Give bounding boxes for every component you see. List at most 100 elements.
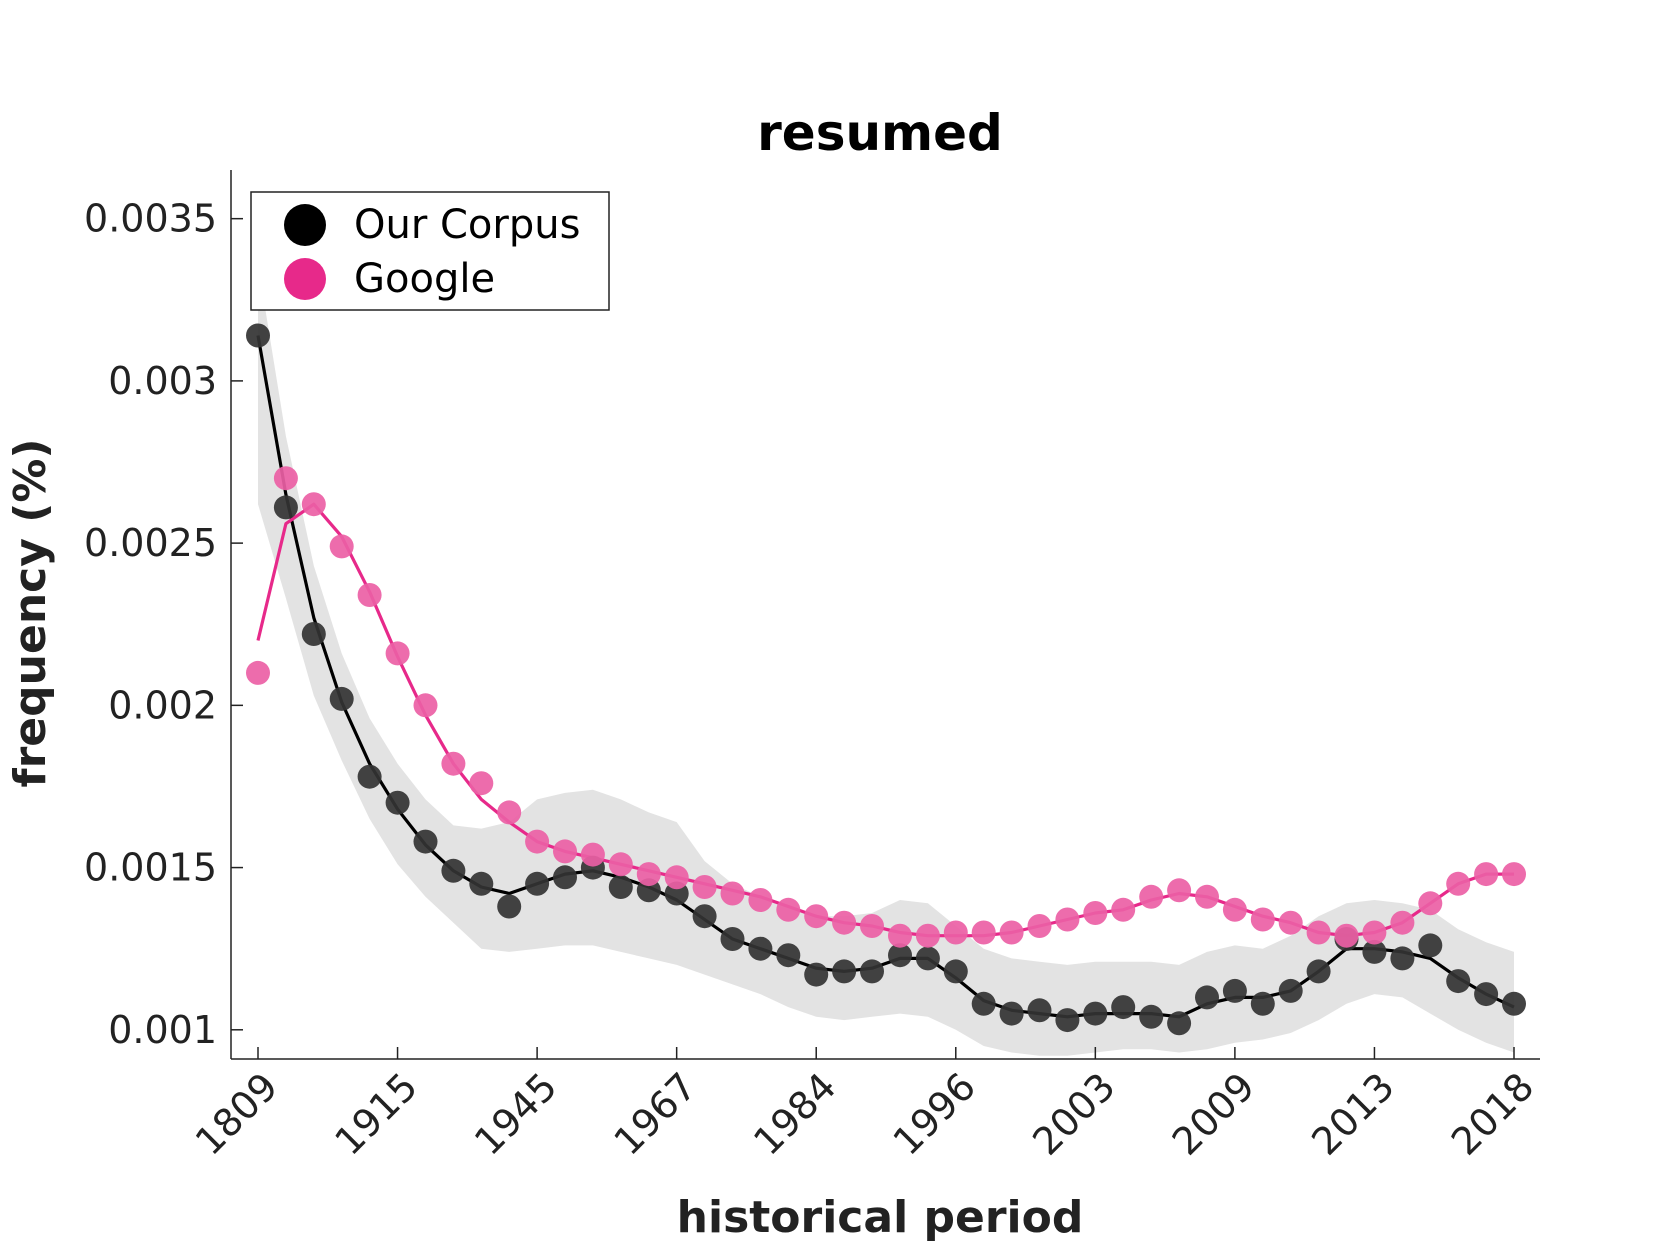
data-point-google bbox=[608, 852, 633, 877]
data-point-google bbox=[748, 888, 773, 912]
data-point-our-corpus bbox=[1418, 933, 1443, 958]
data-point-our-corpus bbox=[1390, 946, 1415, 971]
data-point-google bbox=[1083, 901, 1108, 925]
data-point-our-corpus bbox=[860, 959, 884, 984]
data-point-google bbox=[1390, 910, 1415, 935]
x-axis-label: historical period bbox=[677, 1192, 1084, 1243]
data-point-our-corpus bbox=[1083, 1001, 1108, 1026]
data-point-our-corpus bbox=[888, 943, 912, 968]
data-point-google bbox=[441, 751, 466, 776]
data-point-google bbox=[580, 842, 605, 867]
series-line-google bbox=[256, 502, 1514, 938]
legend-label-our-corpus: Our Corpus bbox=[354, 202, 580, 248]
data-point-google bbox=[1474, 862, 1499, 887]
data-point-our-corpus bbox=[1167, 1011, 1192, 1036]
data-point-google bbox=[1167, 878, 1192, 903]
y-tick-label: 0.0035 bbox=[84, 197, 217, 241]
data-point-google bbox=[1027, 914, 1052, 938]
data-point-google bbox=[1306, 920, 1331, 945]
legend-label-google: Google bbox=[354, 256, 495, 302]
data-point-our-corpus bbox=[692, 904, 717, 929]
data-point-google bbox=[273, 466, 298, 491]
legend: Our Corpus Google bbox=[250, 191, 610, 311]
y-axis-label: frequency (%) bbox=[5, 438, 56, 787]
data-point-our-corpus bbox=[301, 622, 326, 646]
data-point-our-corpus bbox=[1027, 998, 1052, 1023]
data-point-our-corpus bbox=[1474, 982, 1499, 1007]
data-point-our-corpus bbox=[329, 686, 354, 711]
data-point-our-corpus bbox=[804, 962, 829, 987]
data-point-google bbox=[1446, 871, 1471, 896]
data-point-google bbox=[246, 660, 270, 685]
data-point-google bbox=[553, 839, 577, 864]
data-point-our-corpus bbox=[720, 927, 745, 951]
y-tick-label: 0.003 bbox=[108, 359, 217, 403]
data-point-our-corpus bbox=[1222, 978, 1247, 1003]
data-point-our-corpus bbox=[748, 936, 773, 961]
data-point-google bbox=[1222, 897, 1247, 922]
data-point-google bbox=[413, 693, 438, 718]
data-point-our-corpus bbox=[1055, 1008, 1080, 1033]
data-point-our-corpus bbox=[385, 790, 410, 815]
data-point-google bbox=[720, 881, 745, 906]
x-tick-label: 2018 bbox=[1443, 1064, 1543, 1164]
x-tick-label: 2009 bbox=[1164, 1064, 1264, 1164]
data-point-google bbox=[664, 865, 689, 890]
data-point-our-corpus bbox=[246, 323, 270, 348]
data-point-google bbox=[776, 897, 801, 922]
data-point-google bbox=[832, 910, 857, 935]
y-tick-label: 0.0015 bbox=[84, 846, 217, 890]
chart-title: resumed bbox=[757, 104, 1003, 162]
data-point-our-corpus bbox=[1502, 991, 1526, 1016]
data-point-google bbox=[1502, 862, 1526, 887]
data-point-our-corpus bbox=[915, 946, 940, 971]
x-tick-label: 1809 bbox=[187, 1064, 287, 1164]
data-point-google bbox=[915, 923, 940, 948]
data-point-our-corpus bbox=[1362, 939, 1387, 964]
data-point-our-corpus bbox=[1250, 991, 1275, 1016]
data-point-our-corpus bbox=[608, 875, 633, 899]
data-point-google bbox=[888, 923, 912, 948]
x-tick-label: 1996 bbox=[885, 1064, 985, 1164]
line-layer bbox=[256, 335, 1515, 1019]
data-point-google bbox=[385, 641, 410, 666]
x-tick-label: 1945 bbox=[466, 1064, 566, 1164]
data-point-our-corpus bbox=[525, 871, 550, 896]
data-point-google bbox=[1362, 920, 1387, 945]
data-point-our-corpus bbox=[357, 764, 382, 789]
data-point-google bbox=[943, 920, 968, 945]
data-point-google bbox=[1195, 884, 1219, 909]
data-point-our-corpus bbox=[971, 991, 996, 1016]
data-point-our-corpus bbox=[1139, 1004, 1164, 1029]
data-point-google bbox=[357, 583, 382, 607]
data-point-our-corpus bbox=[832, 959, 857, 984]
data-point-google bbox=[1055, 907, 1080, 932]
x-tick-label: 2003 bbox=[1024, 1064, 1124, 1164]
legend-marker-our-corpus bbox=[284, 204, 326, 246]
y-tick-label: 0.002 bbox=[108, 683, 217, 727]
data-point-google bbox=[497, 800, 522, 825]
y-tick-label: 0.001 bbox=[108, 1008, 217, 1052]
series-line-our-corpus bbox=[256, 335, 1515, 1019]
data-point-google bbox=[1418, 891, 1443, 916]
data-point-our-corpus bbox=[1278, 978, 1303, 1003]
data-point-our-corpus bbox=[943, 959, 968, 984]
x-tick-label: 2013 bbox=[1303, 1064, 1403, 1164]
data-point-google bbox=[999, 920, 1024, 945]
data-point-google bbox=[301, 492, 326, 517]
y-tick-label: 0.0025 bbox=[84, 521, 217, 565]
data-point-google bbox=[1334, 923, 1359, 948]
data-point-our-corpus bbox=[497, 894, 522, 919]
data-point-google bbox=[1111, 897, 1136, 922]
data-point-google bbox=[636, 862, 661, 887]
data-point-our-corpus bbox=[413, 829, 438, 854]
data-point-our-corpus bbox=[1195, 985, 1219, 1010]
data-point-google bbox=[469, 771, 494, 796]
data-point-google bbox=[1139, 884, 1164, 909]
data-point-google bbox=[971, 920, 996, 945]
data-point-google bbox=[329, 534, 354, 559]
data-point-our-corpus bbox=[776, 943, 801, 968]
data-point-google bbox=[860, 914, 884, 938]
data-point-our-corpus bbox=[999, 1001, 1024, 1026]
